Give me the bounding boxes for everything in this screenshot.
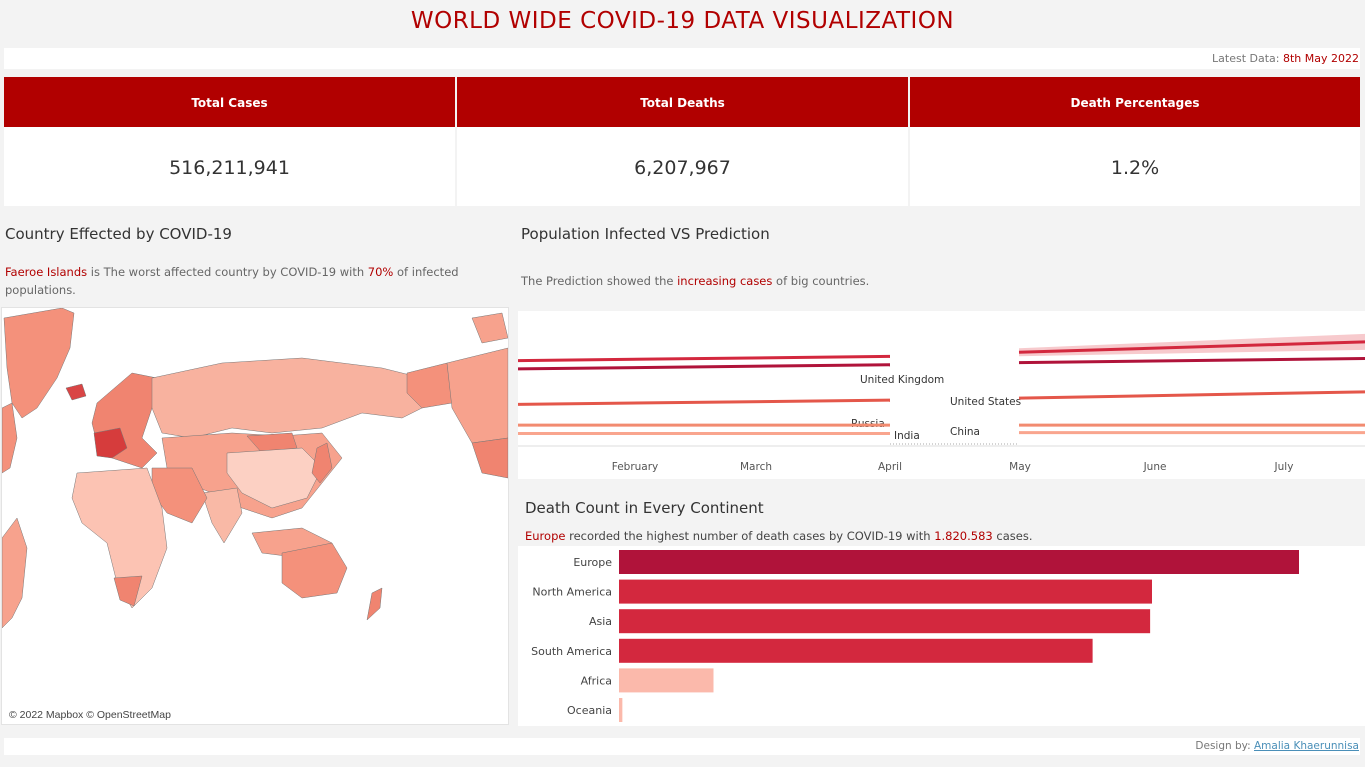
- death-percentages-value: 1.2%: [910, 127, 1360, 206]
- prediction-caption-highlight: increasing cases: [677, 274, 773, 288]
- series-line-actual: [517, 363, 891, 371]
- death-caption-continent: Europe: [525, 529, 566, 543]
- bar: [619, 550, 1299, 574]
- map-caption: Faeroe Islands is The worst affected cou…: [5, 263, 475, 299]
- latest-data-label: Latest Data:: [1212, 52, 1280, 65]
- map-region-russia: [151, 357, 443, 439]
- total-cases-header: Total Cases: [4, 77, 455, 127]
- map-caption-mid: is The worst affected country by COVID-1…: [87, 265, 368, 279]
- map-region-australia: [281, 542, 348, 599]
- death-caption: Europe recorded the highest number of de…: [525, 527, 1032, 545]
- x-tick-label: July: [1274, 461, 1294, 473]
- prediction-caption-end: of big countries.: [772, 274, 870, 288]
- x-tick-label: June: [1143, 461, 1167, 473]
- bar-category-label: Africa: [581, 674, 612, 687]
- bar: [619, 638, 1093, 663]
- world-map-svg: [2, 308, 508, 724]
- death-caption-end: cases.: [992, 529, 1033, 543]
- series-label: United Kingdom: [860, 374, 944, 386]
- map-region-japan: [311, 442, 333, 484]
- bar: [619, 698, 623, 722]
- map-credit: © 2022 Mapbox © OpenStreetMap: [9, 709, 171, 721]
- map-caption-end: of infected populations.: [5, 265, 459, 297]
- death-caption-mid: recorded the highest number of death cas…: [565, 529, 935, 543]
- author-link[interactable]: Amalia Khaerunnisa: [1254, 740, 1359, 752]
- bar: [619, 668, 714, 693]
- map-section-title: Country Effected by COVID-19: [5, 225, 232, 243]
- series-line-forecast: [1018, 390, 1365, 400]
- bar-category-label: Asia: [589, 615, 612, 628]
- series-line-forecast: [1018, 340, 1365, 354]
- series-label: China: [950, 426, 980, 438]
- map-region-iceland: [65, 383, 87, 401]
- map-region-americas-west: [2, 517, 28, 629]
- world-map[interactable]: © 2022 Mapbox © OpenStreetMap: [1, 307, 509, 725]
- map-region-arctic-islands: [471, 312, 508, 344]
- total-cases-value: 516,211,941: [4, 127, 455, 206]
- map-region-south-africa: [113, 575, 143, 607]
- bar-category-label: Oceania: [567, 704, 612, 717]
- prediction-caption-start: The Prediction showed the: [521, 274, 678, 288]
- x-tick-label: February: [612, 461, 659, 473]
- death-bar-chart[interactable]: Europe North America Asia South America Afri…: [518, 546, 1365, 726]
- latest-data-date: 8th May 2022: [1282, 52, 1359, 65]
- map-region-greenland: [3, 308, 75, 419]
- latest-data-text: Latest Data: 8th May 2022: [1212, 52, 1359, 65]
- map-region-north-west: [2, 402, 18, 474]
- death-section-title: Death Count in Every Continent: [525, 499, 764, 517]
- latest-data-bar: Latest Data: 8th May 2022: [4, 48, 1360, 69]
- map-caption-country: Faeroe Islands: [5, 265, 88, 279]
- map-region-usa: [471, 437, 508, 479]
- map-region-africa: [71, 467, 168, 609]
- forecast-band: [1019, 333, 1365, 357]
- map-region-alaska: [406, 362, 453, 409]
- map-region-new-zealand: [366, 587, 383, 621]
- prediction-section-title: Population Infected VS Prediction: [521, 225, 770, 243]
- bar-category-label: Europe: [573, 556, 612, 569]
- death-caption-value: 1.820.583: [934, 529, 993, 543]
- map-region-mongolia: [246, 432, 298, 454]
- series-line-actual: [517, 354, 891, 363]
- footer-text: Design by: Amalia Khaerunnisa: [1195, 740, 1359, 752]
- map-caption-pct: 70%: [367, 265, 394, 279]
- series-line-forecast: [1018, 357, 1365, 365]
- total-deaths-header: Total Deaths: [457, 77, 908, 127]
- series-label: India: [894, 430, 920, 442]
- series-line-actual: [517, 398, 891, 406]
- bar-category-label: South America: [531, 645, 612, 658]
- x-tick-label: April: [878, 461, 902, 473]
- total-deaths-value: 6,207,967: [457, 127, 908, 206]
- page-title: WORLD WIDE COVID-19 DATA VISUALIZATION: [410, 8, 955, 34]
- death-percentages-header: Death Percentages: [910, 77, 1360, 127]
- series-label: United States: [950, 396, 1021, 408]
- bar-category-label: North America: [532, 586, 612, 599]
- map-region-india: [201, 487, 243, 544]
- x-tick-label: March: [740, 461, 772, 473]
- prediction-caption: The Prediction showed the increasing cas…: [521, 272, 869, 290]
- x-tick-label: May: [1009, 461, 1031, 473]
- map-region-china: [226, 447, 323, 509]
- death-bar-chart-svg: Europe North America Asia South America Afri…: [531, 550, 1299, 722]
- footer-bar: Design by: Amalia Khaerunnisa: [4, 738, 1360, 755]
- bar: [619, 579, 1152, 604]
- bar: [619, 609, 1151, 634]
- map-region-europe-west: [93, 427, 128, 459]
- footer-label: Design by:: [1195, 740, 1251, 752]
